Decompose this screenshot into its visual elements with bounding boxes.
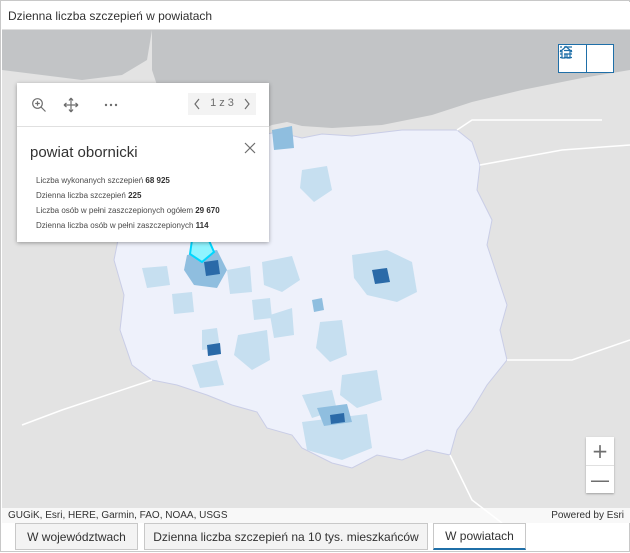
tab-wojewodztwa[interactable]: W województwach xyxy=(15,523,138,550)
attribute-value: 114 xyxy=(195,221,209,230)
pan-button[interactable] xyxy=(61,95,81,115)
close-icon xyxy=(244,142,256,154)
panel-title: Dzienna liczba szczepień w powiatach xyxy=(8,9,213,23)
more-options-button[interactable] xyxy=(101,95,121,115)
zoom-out-button[interactable]: — xyxy=(586,465,614,493)
more-options-icon xyxy=(104,103,118,107)
attribution-text: GUGiK, Esri, HERE, Garmin, FAO, NOAA, US… xyxy=(8,510,228,521)
baltic-sea xyxy=(152,30,630,142)
home-button[interactable] xyxy=(559,45,586,72)
county-light-15 xyxy=(227,266,252,294)
tab-bar: W województwach Dzienna liczba szczepień… xyxy=(1,523,630,553)
county-dark-krakow xyxy=(330,413,345,424)
legend-list-icon xyxy=(560,46,572,59)
zoom-controls: + — xyxy=(586,437,614,493)
attribute-row: Dzienna liczba szczepień 225 xyxy=(36,191,220,206)
border-lines xyxy=(21,119,630,523)
pager-count: 1 z 3 xyxy=(210,97,234,109)
zoom-to-icon xyxy=(32,98,46,112)
attribute-label: Liczba wykonanych szczepień xyxy=(36,176,144,185)
county-dark-warszawa xyxy=(372,268,390,284)
sea-west xyxy=(2,30,152,80)
county-medium-3 xyxy=(312,298,324,312)
county-dark-poznan xyxy=(204,260,220,276)
previous-feature-button[interactable] xyxy=(193,98,201,113)
county-light-14 xyxy=(252,298,272,320)
attribute-label: Liczba osób w pełni zaszczepionych ogółe… xyxy=(36,206,193,215)
map-tools-group xyxy=(558,44,614,73)
tab-na-10-tys[interactable]: Dzienna liczba szczepień na 10 tys. mies… xyxy=(144,523,428,550)
zoom-in-button[interactable]: + xyxy=(591,439,609,463)
county-light-4 xyxy=(172,292,194,314)
tab-powiaty[interactable]: W powiatach xyxy=(433,523,526,550)
map-attribution-bar: GUGiK, Esri, HERE, Garmin, FAO, NOAA, US… xyxy=(2,508,630,523)
chevron-right-icon xyxy=(244,98,250,110)
pan-icon xyxy=(63,97,79,113)
county-light-11 xyxy=(302,414,372,460)
attribute-label: Dzienna liczba osób w pełni zaszczepiony… xyxy=(36,221,194,230)
county-light-9 xyxy=(340,370,382,408)
county-light-1 xyxy=(300,166,332,202)
county-light-2 xyxy=(262,256,300,292)
popup-toolbar: 1 z 3 xyxy=(17,83,269,127)
attribute-row: Dzienna liczba osób w pełni zaszczepiony… xyxy=(36,221,220,236)
county-light-13 xyxy=(192,360,224,388)
feature-attributes: Liczba wykonanych szczepień 68 925 Dzien… xyxy=(36,176,220,236)
feature-popup: 1 z 3 powiat obornicki Liczba wykonanych… xyxy=(17,83,269,242)
popup-pager: 1 z 3 xyxy=(188,93,256,115)
attribute-row: Liczba wykonanych szczepień 68 925 xyxy=(36,176,220,191)
county-light-8 xyxy=(316,320,347,362)
zoom-to-button[interactable] xyxy=(29,95,49,115)
attribute-value: 225 xyxy=(128,191,142,200)
chevron-left-icon xyxy=(194,98,200,110)
attribute-value: 68 925 xyxy=(145,176,170,185)
attribute-value: 29 670 xyxy=(195,206,220,215)
powered-by-esri[interactable]: Powered by Esri xyxy=(551,510,624,521)
county-light-3 xyxy=(142,266,170,288)
legend-button[interactable] xyxy=(560,45,613,72)
county-dark-wroclaw xyxy=(207,343,221,356)
close-popup-button[interactable] xyxy=(243,141,257,155)
attribute-label: Dzienna liczba szczepień xyxy=(36,191,126,200)
county-light-7 xyxy=(270,308,294,338)
feature-title: powiat obornicki xyxy=(30,144,138,161)
county-light-6 xyxy=(234,330,270,370)
next-feature-button[interactable] xyxy=(243,98,251,113)
attribute-row: Liczba osób w pełni zaszczepionych ogółe… xyxy=(36,206,220,221)
county-medium-4 xyxy=(272,126,294,150)
panel-title-bar: Dzienna liczba szczepień w powiatach xyxy=(2,2,630,30)
